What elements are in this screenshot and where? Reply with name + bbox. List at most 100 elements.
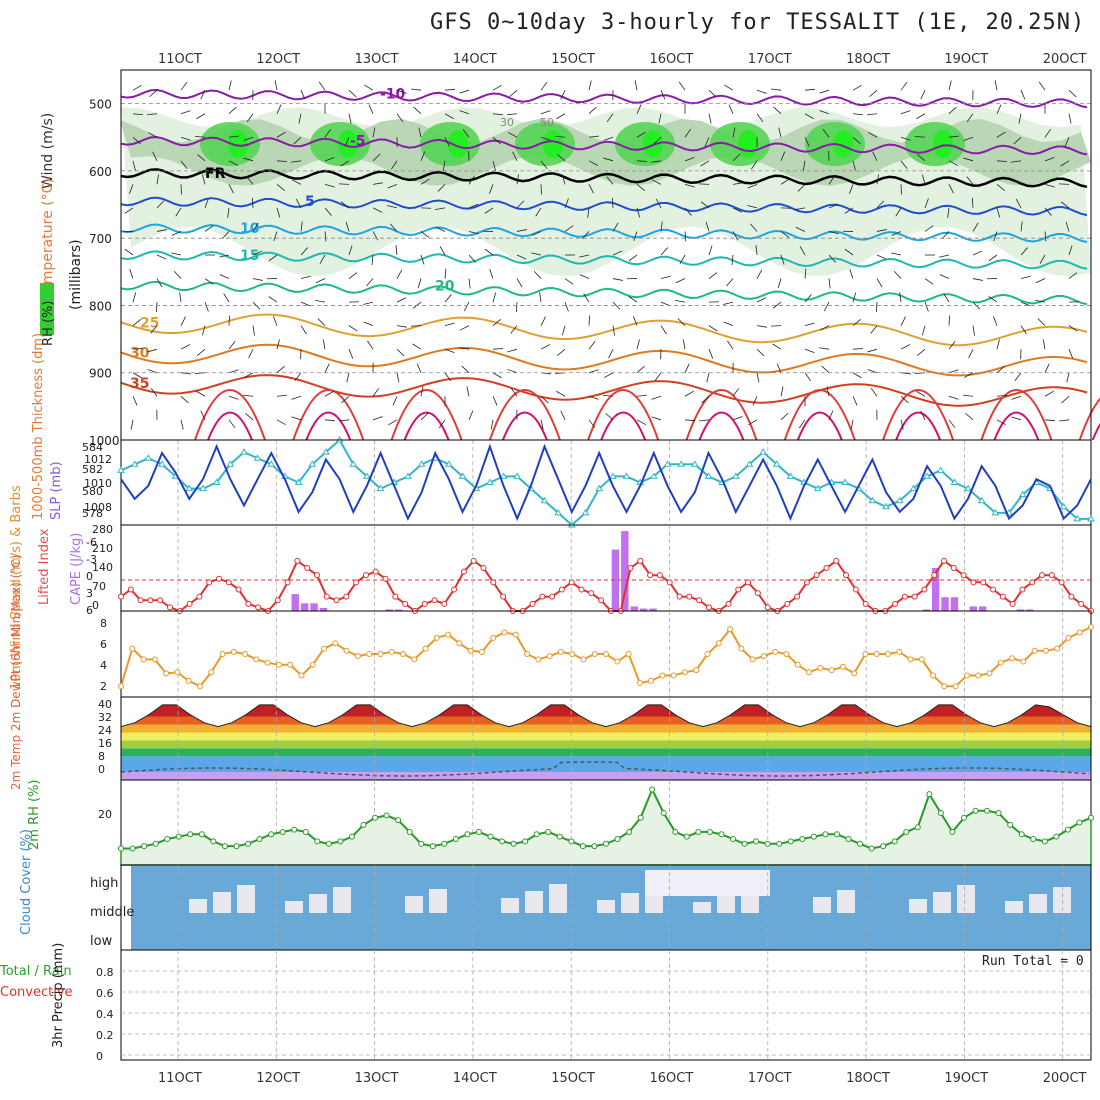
cloud-mid — [429, 889, 447, 913]
date-tick-bottom: 17OCT — [748, 1071, 792, 1086]
wind-barb — [700, 201, 710, 209]
wind-barb — [435, 226, 446, 232]
wind-barb — [531, 252, 542, 256]
wind-barb — [533, 270, 542, 279]
wind-barb — [560, 90, 566, 100]
wind-barb — [556, 390, 566, 397]
wind10-point — [275, 661, 282, 668]
wind-barb — [804, 348, 815, 353]
wind-barb — [804, 88, 815, 91]
lifted-index-point — [980, 579, 987, 586]
y-tick-thickness: 580 — [82, 485, 103, 498]
wind-barb — [900, 419, 904, 430]
date-tick-bottom: 11OCT — [158, 1071, 202, 1086]
rh2m-markers-point — [187, 831, 194, 838]
wind-barb — [228, 315, 230, 326]
wind10-point — [625, 651, 632, 657]
wind10-point — [884, 651, 891, 657]
wind10-point — [535, 656, 542, 663]
wind-barb — [531, 231, 542, 236]
wind-barb — [150, 387, 158, 397]
wind-barb — [252, 222, 259, 232]
wind-barb — [291, 395, 302, 400]
y-tick-temp: 16 — [98, 737, 112, 750]
wind-barb — [324, 363, 330, 373]
wind-barb — [322, 339, 326, 350]
wind10-point — [185, 677, 192, 684]
lifted-index-point — [823, 565, 830, 571]
wind-barb — [171, 252, 182, 256]
rh2m-markers-point — [753, 838, 760, 845]
wind-barb — [822, 129, 830, 138]
lifted-index-point — [431, 597, 438, 604]
wind-barb — [417, 278, 422, 289]
wind-barb — [588, 369, 599, 374]
temp-contour-45 — [698, 411, 745, 441]
wind-barb — [653, 136, 662, 145]
wind-barb — [852, 84, 862, 91]
rh2m-markers-point — [637, 814, 644, 821]
wind-barb — [324, 157, 335, 162]
wind-barb — [180, 110, 191, 115]
slp-line — [120, 443, 1092, 522]
rh-label: 30 — [500, 116, 514, 129]
wind-barb — [965, 412, 974, 421]
wind-barb — [1061, 395, 1070, 404]
wind-barb — [540, 316, 546, 326]
wind10-point — [738, 645, 745, 652]
thickness-point — [581, 508, 590, 516]
wind10-point — [997, 659, 1004, 666]
rh2m-markers-point — [141, 843, 148, 850]
wind-barb — [948, 80, 952, 91]
rh2m-markers-point — [452, 836, 459, 843]
wind-barb — [291, 179, 302, 185]
ylabel-precip: 3hr Precip (mm) — [51, 943, 66, 1048]
wind-barb — [684, 231, 687, 242]
wind10-point — [524, 651, 531, 657]
wind-barb — [612, 222, 619, 232]
wind-barb — [179, 292, 182, 303]
y-tick-wind: 6 — [100, 638, 107, 651]
y-tick-wind: 4 — [100, 659, 107, 672]
wind10-point — [219, 651, 226, 657]
wind-barb — [994, 80, 998, 91]
wind-barb — [795, 207, 806, 211]
thickness-point — [458, 472, 467, 479]
y-tick-cape: 140 — [92, 561, 113, 574]
y-tick-mb: 1000 — [89, 434, 120, 448]
rh2m-markers-point — [822, 831, 829, 838]
wind10-point — [490, 634, 497, 641]
rh2m-markers-point — [475, 828, 482, 835]
wind-barb — [899, 292, 902, 303]
lifted-index-point — [999, 593, 1006, 600]
wind-barb — [300, 90, 306, 100]
wind10-point — [648, 677, 655, 684]
thickness-point — [240, 448, 248, 455]
cape-bar — [649, 608, 657, 611]
thickness-point — [445, 460, 453, 467]
wind-barb — [636, 160, 648, 162]
wind-barb — [492, 348, 504, 350]
wind-barb — [444, 372, 452, 382]
wind-barb — [708, 245, 713, 256]
wind-barb — [219, 274, 230, 279]
thickness-point — [936, 466, 945, 473]
cape-bar — [941, 597, 949, 611]
lifted-index-point — [225, 579, 232, 586]
wind10-point — [1042, 647, 1049, 654]
wind-barb — [804, 372, 812, 382]
temp-contour — [120, 280, 1088, 306]
wind-barb — [677, 318, 686, 326]
wind10-point — [862, 651, 869, 657]
wind-barb — [510, 325, 518, 334]
wind-barb — [324, 390, 334, 397]
rh2m-markers-point — [1064, 826, 1071, 833]
wind-barb — [844, 207, 854, 214]
lifted-index-point — [362, 572, 369, 579]
rh2m-markers-point — [706, 828, 713, 835]
y-tick-thickness: 578 — [82, 507, 103, 520]
wind-barb — [300, 247, 308, 256]
wind-barb — [560, 410, 566, 420]
wind-barb — [180, 419, 184, 430]
temp-contour-40 — [587, 389, 660, 441]
